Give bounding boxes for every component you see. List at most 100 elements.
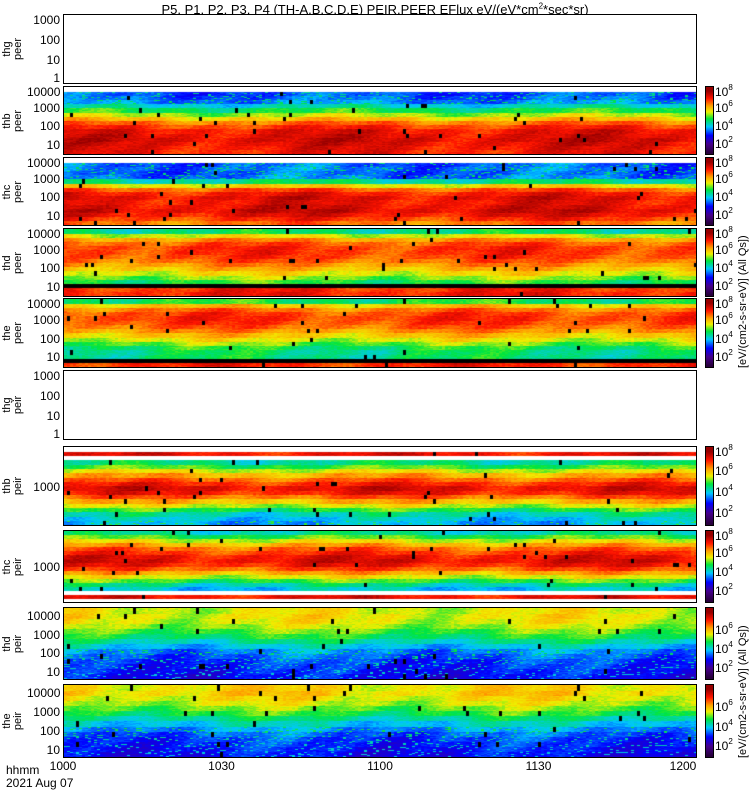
tick-exponent: 8	[728, 154, 733, 163]
tick-exponent: 8	[728, 527, 733, 536]
tick-exponent: 2	[728, 347, 733, 357]
y-tick-label: 100	[39, 33, 60, 47]
colorbar-tick-label: 102	[715, 347, 733, 363]
panel-the-peir	[63, 684, 697, 758]
y-tick-label: 100	[39, 331, 60, 346]
tick-exponent: 2	[728, 504, 733, 514]
tick-base: 10	[715, 546, 729, 561]
tick-base: 10	[715, 297, 729, 311]
chart-title: P5, P1, P2, P3, P4 (TH-A,B,C,D,E) PEIR,P…	[0, 2, 750, 17]
tick-exponent: 6	[728, 462, 733, 472]
y-tick-label: 1000	[33, 312, 60, 327]
colorbar-tick-label: 106	[715, 699, 733, 714]
tick-exponent: 8	[728, 295, 733, 304]
tick-base: 10	[715, 623, 729, 638]
colorbar-thd-peir	[705, 607, 714, 680]
tick-base: 10	[715, 529, 729, 543]
tick-base: 10	[715, 661, 729, 676]
panel-thc-peer	[63, 157, 697, 226]
tick-base: 10	[715, 242, 729, 257]
spectrogram-the-peer	[64, 299, 696, 367]
colorbar-tick-label: 106	[715, 98, 733, 115]
x-tick-label: 1030	[208, 759, 235, 773]
colorbar-tick-label: 108	[715, 444, 733, 459]
y-axis-label: thg peer	[1, 37, 24, 61]
panel-thb-peer	[63, 86, 697, 155]
colorbar-tick-label: 108	[715, 84, 733, 99]
tick-base: 10	[715, 445, 729, 459]
colorbar-tick-label: 104	[715, 718, 733, 734]
colorbar-tick-label: 104	[715, 483, 733, 499]
spectrogram-thc-peir	[64, 531, 696, 602]
panel-thd-peer	[63, 228, 697, 297]
x-axis-label: hhmm 2021 Aug 07	[6, 764, 73, 790]
tick-exponent: 4	[728, 483, 733, 493]
tick-base: 10	[715, 100, 729, 115]
y-tick-label: 10	[46, 52, 60, 67]
y-tick-label: 1000	[33, 627, 60, 642]
y-tick-label: 100	[39, 389, 60, 403]
colorbar-tick-label: 104	[715, 259, 733, 274]
spectrogram-thb-peer	[64, 87, 696, 154]
tick-base: 10	[715, 118, 729, 133]
panel-the-peer	[63, 298, 697, 368]
colorbar-tick-label: 104	[715, 117, 733, 133]
colorbar-tick-label: 102	[715, 504, 733, 520]
tick-base: 10	[715, 464, 729, 479]
colorbar-tick-label: 106	[715, 312, 733, 328]
x-tick-label: 1130	[525, 759, 552, 773]
colorbar-tick-label: 102	[715, 135, 733, 151]
tick-exponent: 2	[728, 737, 733, 747]
panel-thd-peir	[63, 607, 697, 680]
y-tick-label: 10	[46, 664, 60, 679]
tick-exponent: 6	[728, 98, 733, 108]
x-label-hhmm: hhmm	[6, 763, 40, 777]
y-axis-label: thd peir	[1, 634, 24, 653]
title-text-end: *sec*sr)	[543, 2, 589, 17]
colorbar-unit-label-peer: [eV/(cm2-s-sr-eV)] (All Qs])	[737, 235, 749, 368]
colorbar-tick-label: 108	[715, 154, 733, 170]
y-tick-label: 10	[46, 350, 60, 365]
spectrogram-thc-peer	[64, 158, 696, 225]
tick-exponent: 6	[728, 169, 733, 179]
tick-exponent: 2	[728, 135, 733, 145]
y-axis-label: the peir	[1, 711, 24, 731]
colorbar-tick-label: 102	[715, 660, 733, 676]
colorbar-tick-label: 108	[715, 295, 733, 311]
tick-exponent: 8	[728, 225, 733, 234]
y-tick-label: 10000	[27, 608, 61, 623]
colorbar-tick-label: 102	[715, 206, 733, 222]
x-tick-label: 1100	[367, 759, 393, 773]
y-tick-label: 100	[39, 646, 60, 661]
tick-base: 10	[715, 565, 729, 580]
y-tick-label: 100	[39, 261, 60, 276]
title-superscript: 2	[538, 1, 544, 11]
colorbar-tick-label: 108	[715, 225, 733, 241]
tick-exponent: 4	[728, 187, 733, 197]
y-axis-label: thb peer	[1, 109, 24, 132]
colorbar-the-peer	[705, 298, 714, 368]
y-tick-label: 1000	[33, 100, 60, 115]
tick-exponent: 6	[728, 240, 733, 250]
y-axis-label: thb peir	[1, 476, 24, 496]
y-tick-label: 1000	[33, 559, 60, 574]
colorbar-tick-label: 106	[715, 462, 733, 479]
tick-base: 10	[715, 189, 729, 204]
tick-base: 10	[715, 313, 729, 328]
colorbar-tick-label: 108	[715, 527, 733, 543]
y-tick-label: 1000	[33, 13, 60, 28]
x-tick-label: 1000	[49, 759, 77, 773]
colorbar-tick-label: 106	[715, 169, 733, 185]
y-axis-label: thg peir	[1, 395, 24, 415]
tick-base: 10	[715, 156, 729, 170]
date-label: 2021 Aug 07	[6, 776, 74, 790]
tick-exponent: 2	[728, 206, 733, 216]
colorbar-tick-label: 102	[715, 583, 733, 598]
y-tick-label: 1	[53, 427, 60, 441]
tick-exponent: 4	[728, 329, 733, 339]
panel-thb-peir	[63, 446, 697, 526]
spectrogram-thd-peer	[64, 229, 696, 296]
spectrogram-thd-peir	[64, 608, 696, 679]
tick-base: 10	[715, 719, 729, 734]
